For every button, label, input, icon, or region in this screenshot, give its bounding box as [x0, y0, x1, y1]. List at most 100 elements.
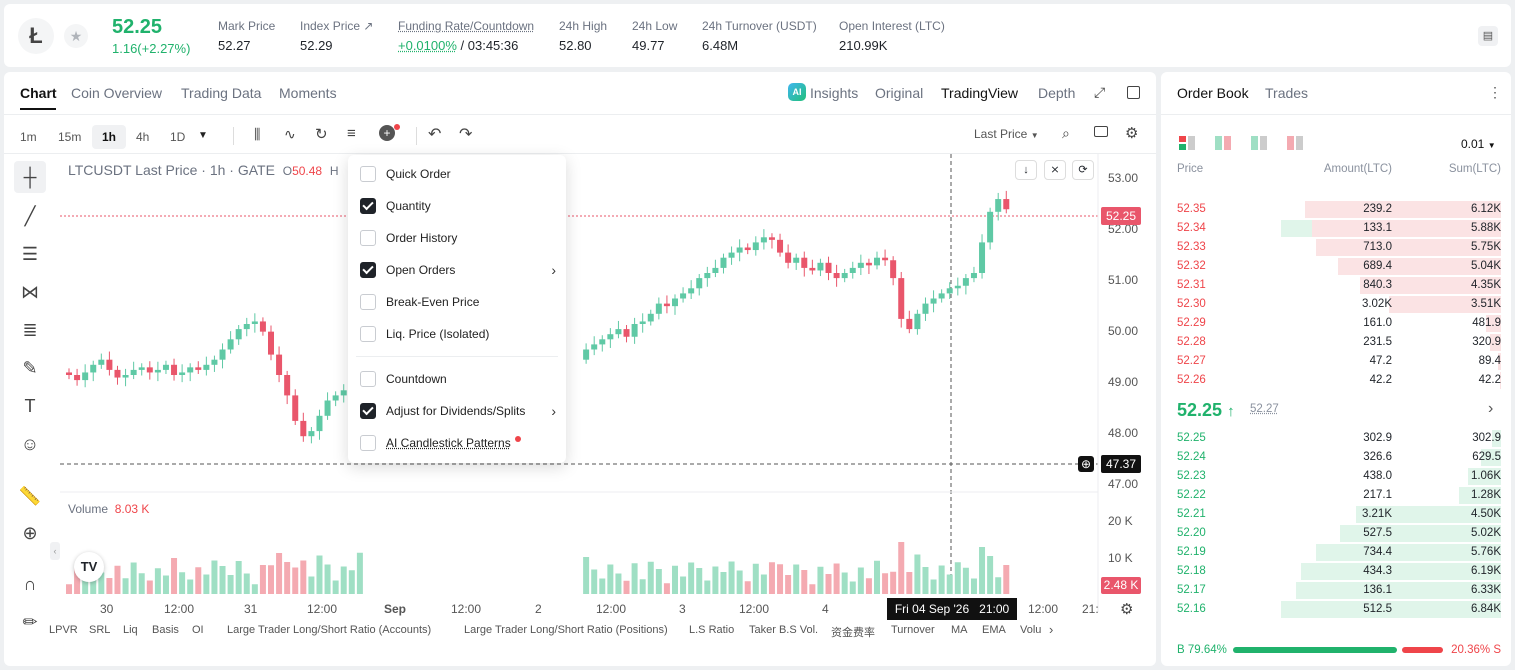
- tab-coin-overview[interactable]: Coin Overview: [71, 85, 163, 101]
- indicator-funding-rate[interactable]: 资金费率: [831, 627, 875, 639]
- replay-icon[interactable]: ↻: [315, 126, 328, 143]
- ask-row[interactable]: 52.31 840.3 4.35K: [1161, 276, 1511, 295]
- view-bids-icon[interactable]: [1251, 136, 1267, 150]
- timeframe-1m[interactable]: 1m: [20, 130, 37, 144]
- trend-line-icon[interactable]: ╱: [24, 205, 36, 226]
- pencil-icon[interactable]: ✏: [22, 611, 38, 632]
- text-tool-icon[interactable]: T: [24, 395, 36, 416]
- indicator-ma[interactable]: MA: [951, 624, 968, 636]
- ask-row[interactable]: 52.26 42.2 42.2: [1161, 371, 1511, 390]
- checkbox[interactable]: [360, 371, 376, 387]
- bid-row[interactable]: 52.22 217.1 1.28K: [1161, 486, 1511, 505]
- tab-original[interactable]: Original: [875, 85, 924, 101]
- checkbox[interactable]: [360, 262, 376, 278]
- favorite-star-icon[interactable]: ★: [64, 24, 88, 48]
- indicator-taker-vol[interactable]: Taker B.S Vol.: [749, 624, 819, 636]
- tab-trading-data[interactable]: Trading Data: [181, 85, 262, 101]
- more-icon[interactable]: ⋮: [1488, 84, 1502, 100]
- checkbox[interactable]: [360, 230, 376, 246]
- brush-icon[interactable]: ✎: [22, 357, 38, 378]
- indicator-oi[interactable]: OI: [192, 624, 204, 636]
- ask-row[interactable]: 52.27 47.2 89.4: [1161, 352, 1511, 371]
- indicators-icon[interactable]: ∿: [284, 126, 296, 142]
- menu-item-break-even[interactable]: Break-Even Price: [360, 291, 479, 313]
- chevron-down-icon[interactable]: ▼: [198, 130, 208, 141]
- zoom-in-icon[interactable]: ⊕: [22, 522, 38, 543]
- view-split-icon[interactable]: [1215, 136, 1231, 150]
- ruler-icon[interactable]: 📏: [18, 485, 42, 506]
- price-chart[interactable]: [4, 72, 1156, 666]
- bid-row[interactable]: 52.24 326.6 629.5: [1161, 448, 1511, 467]
- view-asks-icon[interactable]: [1287, 136, 1303, 150]
- collapse-icon[interactable]: ⨯: [1044, 160, 1066, 180]
- pattern-icon[interactable]: ⋈: [21, 281, 39, 302]
- menu-item-order-history[interactable]: Order History: [360, 227, 457, 249]
- indicator-liq[interactable]: Liq: [123, 624, 138, 636]
- menu-item-liq-price[interactable]: Liq. Price (Isolated): [360, 323, 489, 345]
- bid-row[interactable]: 52.16 512.5 6.84K: [1161, 600, 1511, 619]
- camera-icon[interactable]: [1094, 126, 1108, 137]
- crosshair-icon[interactable]: ┼: [14, 161, 46, 193]
- menu-item-quantity[interactable]: Quantity: [360, 195, 431, 217]
- view-both-icon[interactable]: [1179, 136, 1195, 150]
- search-icon[interactable]: ⌕: [1062, 125, 1070, 141]
- horizontal-lines-icon[interactable]: ☰: [21, 243, 39, 264]
- tab-trades[interactable]: Trades: [1265, 85, 1309, 101]
- candle-type-icon[interactable]: ⫼: [254, 126, 261, 142]
- checkbox[interactable]: [360, 166, 376, 182]
- tradingview-logo-icon[interactable]: TV: [74, 552, 104, 582]
- bid-row[interactable]: 52.17 136.1 6.33K: [1161, 581, 1511, 600]
- add-order-icon[interactable]: ⊕: [1078, 456, 1094, 472]
- timeframe-15m[interactable]: 15m: [58, 130, 82, 144]
- checkbox[interactable]: [360, 198, 376, 214]
- sync-icon[interactable]: ⟳: [1072, 160, 1094, 180]
- precision-select[interactable]: 0.01 ▼: [1461, 137, 1496, 151]
- ask-row[interactable]: 52.34 133.1 5.88K: [1161, 219, 1511, 238]
- ask-row[interactable]: 52.29 161.0 481.9: [1161, 314, 1511, 333]
- ask-row[interactable]: 52.30 3.02K 3.51K: [1161, 295, 1511, 314]
- tab-depth[interactable]: Depth: [1038, 85, 1076, 101]
- gear-icon[interactable]: ⚙: [1125, 125, 1139, 142]
- bid-row[interactable]: 52.20 527.5 5.02K: [1161, 524, 1511, 543]
- tab-tradingview[interactable]: TradingView: [941, 85, 1019, 101]
- indicator-srl[interactable]: SRL: [89, 624, 111, 636]
- last-price-select[interactable]: Last Price ▼: [974, 127, 1039, 141]
- undo-icon[interactable]: ↶: [428, 126, 442, 143]
- bid-row[interactable]: 52.19 734.4 5.76K: [1161, 543, 1511, 562]
- emoji-icon[interactable]: ☺: [20, 433, 40, 454]
- bid-row[interactable]: 52.21 3.21K 4.50K: [1161, 505, 1511, 524]
- bid-row[interactable]: 52.23 438.0 1.06K: [1161, 467, 1511, 486]
- menu-item-ai-patterns[interactable]: AI Candlestick Patterns: [360, 432, 521, 454]
- menu-item-open-orders[interactable]: Open Orders ›: [360, 259, 556, 281]
- indicator-basis[interactable]: Basis: [152, 624, 179, 636]
- indicator-ls-accounts[interactable]: Large Trader Long/Short Ratio (Accounts): [227, 624, 432, 636]
- fullscreen-icon[interactable]: ⤢: [1094, 84, 1106, 100]
- bid-row[interactable]: 52.18 434.3 6.19K: [1161, 562, 1511, 581]
- indicator-volume[interactable]: Volu: [1020, 624, 1042, 636]
- chevron-right-icon[interactable]: ›: [1049, 622, 1054, 637]
- tab-chart[interactable]: Chart: [20, 85, 57, 101]
- checkbox[interactable]: [360, 403, 376, 419]
- indicator-ema[interactable]: EMA: [982, 624, 1006, 636]
- checkbox[interactable]: [360, 435, 376, 451]
- menu-item-quick-order[interactable]: Quick Order: [360, 163, 451, 185]
- settings-icon[interactable]: ⚙: [1120, 601, 1134, 618]
- arrow-down-icon[interactable]: ↓: [1015, 160, 1037, 180]
- fib-icon[interactable]: ≣: [22, 319, 38, 340]
- indicator-turnover[interactable]: Turnover: [891, 624, 935, 636]
- ask-row[interactable]: 52.33 713.0 5.75K: [1161, 238, 1511, 257]
- index-price-label[interactable]: Index Price ↗: [300, 19, 374, 33]
- checkbox[interactable]: [360, 294, 376, 310]
- indicator-ls-ratio[interactable]: L.S Ratio: [689, 624, 735, 636]
- indicator-lpvr[interactable]: LPVR: [49, 624, 78, 636]
- menu-item-adjust-dividends[interactable]: Adjust for Dividends/Splits ›: [360, 400, 556, 422]
- redo-icon[interactable]: ↷: [459, 126, 473, 143]
- funding-rate-label[interactable]: Funding Rate/Countdown: [398, 19, 535, 33]
- settings-list-icon[interactable]: ≡: [347, 125, 356, 142]
- timeframe-1d[interactable]: 1D: [170, 130, 186, 144]
- menu-item-countdown[interactable]: Countdown: [360, 368, 447, 390]
- collapse-toolbar-icon[interactable]: ‹: [50, 542, 60, 560]
- add-icon[interactable]: +: [379, 125, 395, 141]
- indicator-ls-positions[interactable]: Large Trader Long/Short Ratio (Positions…: [464, 624, 668, 636]
- timeframe-1h[interactable]: 1h: [92, 125, 126, 149]
